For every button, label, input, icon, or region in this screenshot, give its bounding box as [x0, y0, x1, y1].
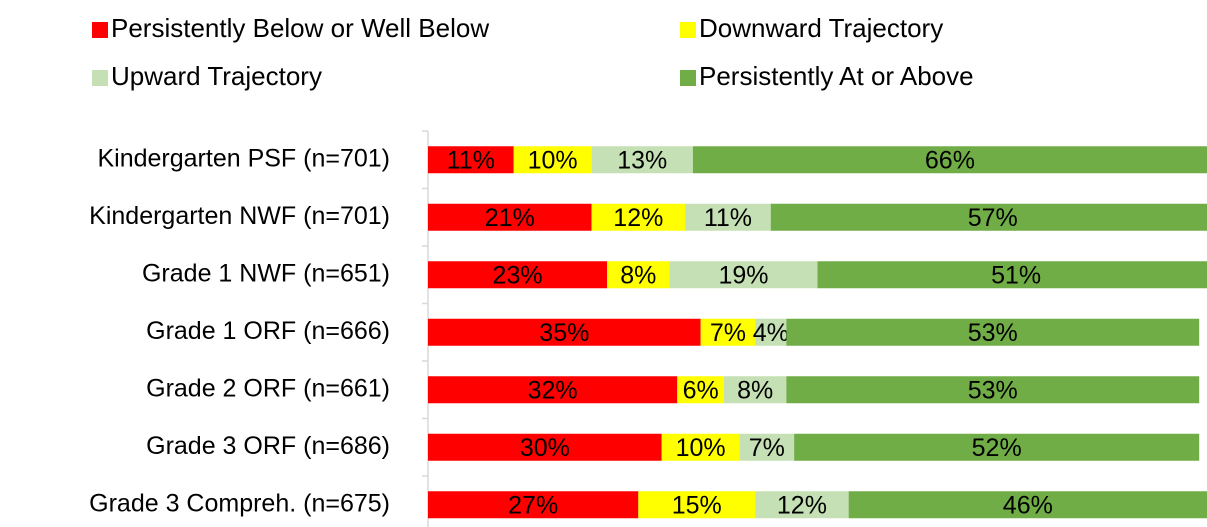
data-label: 15%: [672, 491, 722, 519]
bar-segment: [700, 318, 756, 346]
data-label: 11%: [704, 204, 752, 232]
category-label: Grade 1 ORF (n=666): [146, 317, 390, 345]
data-label: 10%: [528, 146, 578, 174]
bar-segment: [428, 146, 514, 174]
data-label: 66%: [925, 146, 975, 174]
bar-segment: [428, 433, 662, 461]
data-label: 4%: [753, 319, 789, 347]
bar-segment: [755, 491, 849, 519]
bar-segment: [786, 318, 1200, 346]
bar-segment: [724, 376, 787, 404]
category-label: Grade 3 Compreh. (n=675): [89, 489, 390, 517]
data-label: 53%: [968, 376, 1018, 404]
bar-segment: [513, 146, 592, 174]
data-label: 32%: [528, 376, 578, 404]
data-label: 51%: [991, 261, 1041, 289]
legend-label: Persistently At or Above: [699, 61, 974, 91]
bar-segment: [661, 433, 740, 461]
legend-swatch: [92, 22, 108, 38]
category-label: Grade 3 ORF (n=686): [146, 432, 390, 460]
data-label: 10%: [676, 434, 726, 462]
data-label: 35%: [539, 319, 589, 347]
bar-segment: [677, 376, 725, 404]
bar-segment: [591, 203, 686, 231]
data-label: 12%: [613, 204, 663, 232]
data-label: 53%: [968, 319, 1018, 347]
bar-segment: [770, 203, 1207, 231]
bar-segment: [669, 261, 818, 289]
data-label: 52%: [972, 434, 1022, 462]
bar-segment: [428, 203, 592, 231]
data-label: 21%: [485, 204, 535, 232]
legend-label: Persistently Below or Well Below: [111, 13, 489, 43]
bar-segment: [428, 261, 608, 289]
category-label: Kindergarten NWF (n=701): [89, 202, 390, 230]
data-label: 13%: [617, 146, 667, 174]
data-label: 11%: [447, 146, 495, 174]
data-label: 8%: [737, 376, 773, 404]
data-label: 7%: [710, 319, 746, 347]
data-label: 57%: [968, 204, 1018, 232]
legend-label: Upward Trajectory: [111, 61, 322, 91]
bar-segment: [848, 491, 1207, 519]
bar-segment: [607, 261, 670, 289]
bar-segment: [817, 261, 1207, 289]
legend-swatch: [680, 70, 696, 86]
legend-swatch: [92, 70, 108, 86]
bar-segment: [739, 433, 795, 461]
bar-segment: [638, 491, 756, 519]
data-label: 30%: [520, 434, 570, 462]
data-label: 7%: [749, 434, 785, 462]
bar-segment: [685, 203, 771, 231]
bar-segment: [755, 318, 787, 346]
data-label: 6%: [683, 376, 719, 404]
legend-swatch: [680, 22, 696, 38]
data-label: 8%: [620, 261, 656, 289]
bar-segment: [794, 433, 1200, 461]
data-label: 23%: [493, 261, 543, 289]
bar-segment: [428, 318, 701, 346]
bar-segment: [591, 146, 693, 174]
data-label: 12%: [777, 491, 827, 519]
bar-segment: [428, 376, 678, 404]
bar-segment: [786, 376, 1200, 404]
legend-label: Downward Trajectory: [699, 13, 943, 43]
data-label: 27%: [508, 491, 558, 519]
category-label: Grade 2 ORF (n=661): [146, 374, 390, 402]
data-label: 46%: [1003, 491, 1053, 519]
bar-segment: [428, 491, 639, 519]
data-label: 19%: [718, 261, 768, 289]
plot-area: 11% 10% 13% 66% 21% 12% 11% 57% 23% 8% 19% 51% 35% 7%…: [428, 146, 1207, 519]
category-label: Grade 1 NWF (n=651): [142, 259, 390, 287]
category-label: Kindergarten PSF (n=701): [97, 144, 390, 172]
bar-segment: [692, 146, 1207, 174]
